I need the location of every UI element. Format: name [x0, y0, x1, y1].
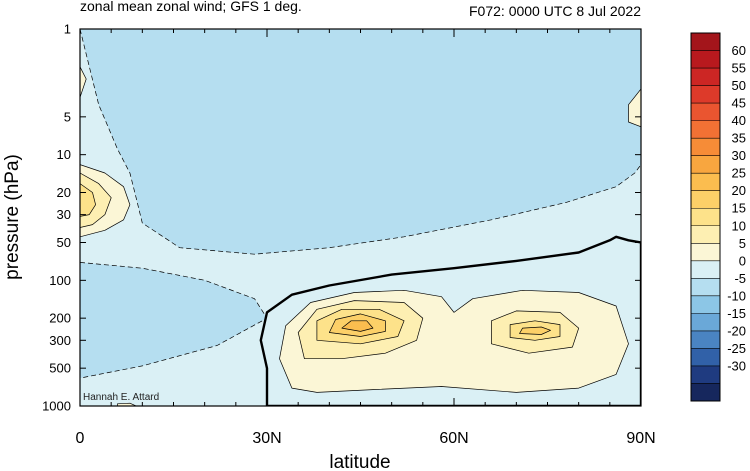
x-tick-label: 90N	[626, 430, 655, 447]
colorbar-swatch	[691, 383, 720, 402]
colorbar-swatch	[691, 365, 720, 384]
colorbar-swatch	[691, 155, 720, 174]
colorbar-label: 55	[732, 61, 746, 76]
y-tick-label: 200	[49, 311, 71, 326]
colorbar-swatch	[691, 190, 720, 209]
y-tick-label: 300	[49, 333, 71, 348]
colorbar-label: -20	[727, 323, 746, 338]
colorbar-swatch	[691, 103, 720, 122]
x-tick-label: 0	[76, 430, 85, 447]
contour-polar-westerly-5	[628, 88, 641, 128]
credit-text: Hannah E. Attard	[83, 392, 159, 403]
colorbar-swatch	[691, 348, 720, 367]
colorbar-swatch	[691, 260, 720, 279]
colorbar-swatch	[691, 120, 720, 139]
colorbar-swatch	[691, 330, 720, 349]
contour-equatorial-westerly-15	[80, 183, 96, 217]
contour-westerly-20b	[519, 326, 551, 335]
colorbar-swatch	[691, 208, 720, 227]
colorbar-label: 40	[732, 113, 746, 128]
colorbar-swatch	[691, 173, 720, 192]
colorbar-label: 5	[739, 236, 746, 251]
colorbar-swatch	[691, 278, 720, 297]
colorbar-label: 10	[732, 218, 746, 233]
contour-westerly-25	[341, 320, 374, 332]
chart-title-right: F072: 0000 UTC 8 Jul 2022	[469, 3, 641, 19]
colorbar: 605550454035302520151050-5-10-15-20-25-3…	[690, 32, 746, 402]
x-axis-label: latitude	[329, 452, 390, 471]
y-tick-label: 1	[64, 22, 71, 37]
contour-upper-westerly-5	[80, 66, 87, 98]
colorbar-frame	[690, 32, 721, 402]
y-tick-label: 100	[49, 273, 71, 288]
y-axis-ticks: 1 5 10 20 30 50 100 200 300 500 1000	[42, 22, 641, 414]
colorbar-swatch	[691, 243, 720, 262]
colorbar-label: 0	[739, 253, 746, 268]
chart-title-left: zonal mean zonal wind; GFS 1 deg.	[80, 0, 302, 14]
colorbar-label: 20	[732, 183, 746, 198]
y-axis-label: pressure (hPa)	[2, 154, 23, 280]
colorbar-label: -5	[734, 271, 746, 286]
y-tick-label: 10	[57, 147, 71, 162]
colorbar-swatch	[691, 313, 720, 332]
y-tick-label: 500	[49, 361, 71, 376]
colorbar-label: 50	[732, 78, 746, 93]
colorbar-label: 45	[732, 96, 746, 111]
colorbar-swatch	[691, 138, 720, 157]
colorbar-label: -10	[727, 288, 746, 303]
colorbar-swatch	[691, 85, 720, 104]
colorbar-label: 30	[732, 148, 746, 163]
contour-field	[80, 29, 641, 406]
colorbar-swatch	[691, 50, 720, 69]
colorbar-label: -25	[727, 341, 746, 356]
colorbar-label: -15	[727, 306, 746, 321]
y-tick-label: 50	[57, 235, 71, 250]
y-tick-label: 20	[57, 185, 71, 200]
colorbar-label: -30	[727, 358, 746, 373]
x-axis-ticks: 0 30N 60N 90N	[76, 29, 656, 447]
colorbar-label: 35	[732, 131, 746, 146]
contour-surface-westerly-5	[117, 402, 137, 406]
y-tick-label: 30	[57, 207, 71, 222]
colorbar-swatch	[691, 68, 720, 86]
contour-strat-easterly-5	[80, 29, 641, 255]
colorbar-swatch	[691, 295, 720, 314]
colorbar-label: 25	[732, 166, 746, 181]
colorbar-swatch	[691, 33, 720, 51]
y-tick-label: 5	[64, 109, 71, 124]
colorbar-label: 60	[732, 43, 746, 58]
x-tick-label: 30N	[252, 430, 281, 447]
y-tick-label: 1000	[42, 399, 71, 414]
colorbar-label: 15	[732, 201, 746, 216]
x-tick-label: 60N	[439, 430, 468, 447]
colorbar-swatch	[691, 225, 720, 244]
